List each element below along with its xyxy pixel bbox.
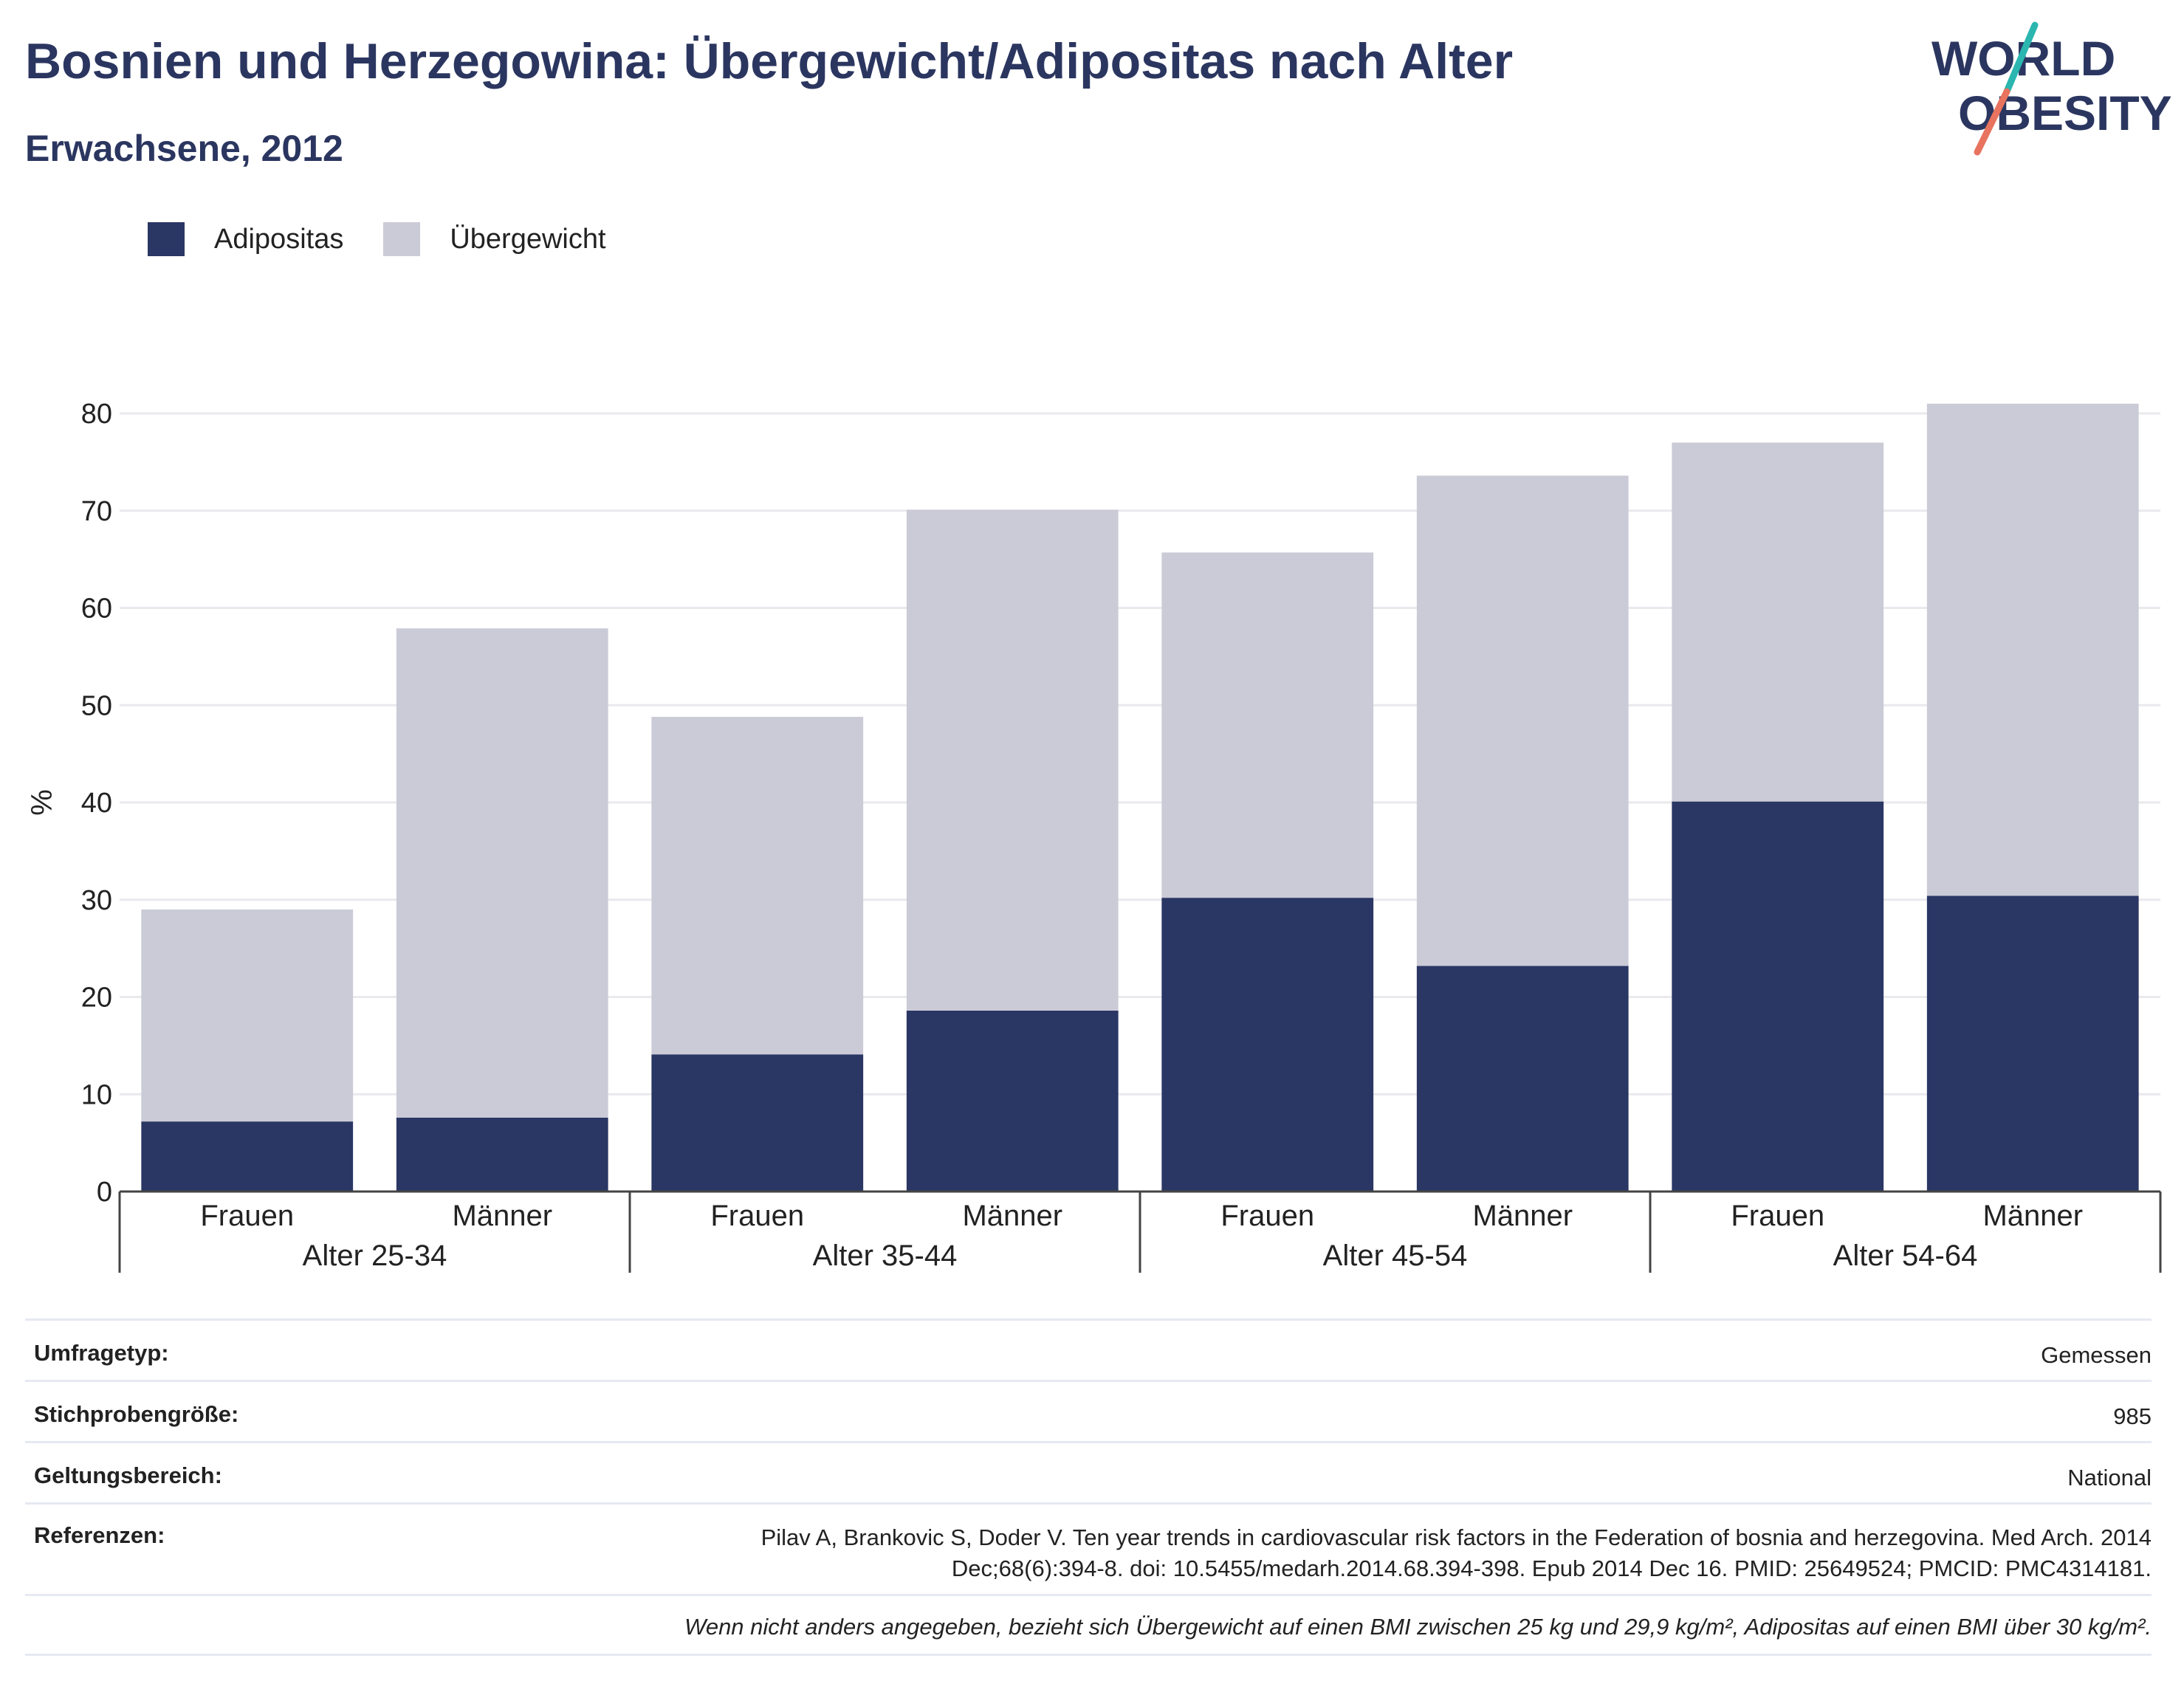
y-tick-label: 80 [81,399,112,430]
chart-title: Bosnien und Herzegowina: Übergewicht/Adi… [25,33,1514,89]
bar-adipositas [1926,895,2139,1192]
meta-label: Referenzen: [34,1522,165,1548]
x-tick-label: Männer [1472,1200,1573,1232]
x-tick-label: Männer [962,1200,1062,1232]
x-tick-label: Frauen [1731,1200,1824,1232]
x-tick-label: Frauen [710,1200,804,1232]
y-tick-label: 30 [81,885,112,916]
references-line-1: Pilav A, Brankovic S, Doder V. Ten year … [760,1524,2152,1550]
meta-label: Stichprobengröße: [34,1401,239,1427]
logo-slash-coral [1974,88,2010,156]
logo-slash-teal [2003,21,2039,95]
y-tick-label: 60 [81,594,112,625]
group-label: Alter 54-64 [1833,1240,1978,1272]
meta-value: Gemessen [2041,1342,2152,1368]
bar-adipositas [1416,966,1629,1192]
legend-swatch-adipositas [148,222,185,256]
chart-subtitle: Erwachsene, 2012 [25,128,343,169]
bar-adipositas [1161,898,1374,1192]
x-tick-label: Frauen [1220,1200,1314,1232]
meta-row-note: Wenn nicht anders angegeben, bezieht sic… [25,1594,2152,1656]
bar-adipositas [141,1121,354,1192]
bar-adipositas [396,1117,608,1192]
bar-uebergewicht [651,717,864,1055]
chart-legend: Adipositas Übergewicht [148,219,646,260]
y-tick-label: 10 [81,1079,112,1110]
bar-adipositas [1672,801,1884,1192]
y-tick-label: 40 [81,788,112,819]
bar-uebergewicht [1161,552,1374,898]
definition-note: Wenn nicht anders angegeben, bezieht sic… [684,1614,2152,1640]
meta-value: 985 [2113,1403,2152,1429]
group-label: Alter 25-34 [303,1240,447,1272]
group-label: Alter 35-44 [813,1240,958,1272]
legend-label-adipositas: Adipositas [214,223,344,255]
y-tick-label: 50 [81,690,112,721]
meta-row-scope: Geltungsbereich: National [25,1441,2152,1502]
world-obesity-logo: WORLD OBESITY [1931,21,2171,156]
legend-item-uebergewicht: Übergewicht [383,222,606,256]
references-line-2: Dec;68(6):394-8. doi: 10.5455/medarh.201… [951,1555,2152,1581]
y-axis-label: % [26,789,58,816]
bar-uebergewicht [1926,403,2139,896]
x-tick-label: Männer [1982,1200,2083,1232]
meta-label: Geltungsbereich: [34,1462,222,1488]
bar-uebergewicht [396,628,608,1118]
bar-uebergewicht [1416,475,1629,966]
meta-row-sample-size: Stichprobengröße: 985 [25,1380,2152,1441]
legend-item-adipositas: Adipositas [148,222,343,256]
bar-uebergewicht [1672,442,1884,802]
group-label: Alter 45-54 [1323,1240,1468,1272]
y-tick-label: 20 [81,983,112,1014]
meta-label: Umfragetyp: [34,1340,169,1366]
bar-adipositas [906,1010,1119,1192]
references-text: Pilav A, Brankovic S, Doder V. Ten year … [761,1522,2152,1584]
x-tick-label: Frauen [200,1200,294,1232]
bar-adipositas [651,1054,864,1192]
legend-swatch-uebergewicht [383,222,421,256]
legend-label-uebergewicht: Übergewicht [450,223,606,255]
bar-uebergewicht [906,509,1119,1011]
stacked-bar-chart: 0 10 20 30 40 50 60 70 80% Frauen Männer Frauen Männ… [26,399,2162,1273]
meta-row-references: Referenzen: Pilav A, Brankovic S, Doder … [25,1502,2152,1594]
y-tick-label: 0 [97,1177,112,1208]
survey-info-table: Umfragetyp: Gemessen Stichprobengröße: 9… [25,1318,2152,1656]
bar-uebergewicht [141,909,354,1122]
x-tick-label: Männer [452,1200,552,1232]
meta-row-survey-type: Umfragetyp: Gemessen [25,1318,2152,1380]
y-tick-label: 70 [81,496,112,527]
meta-value: National [2067,1465,2152,1491]
